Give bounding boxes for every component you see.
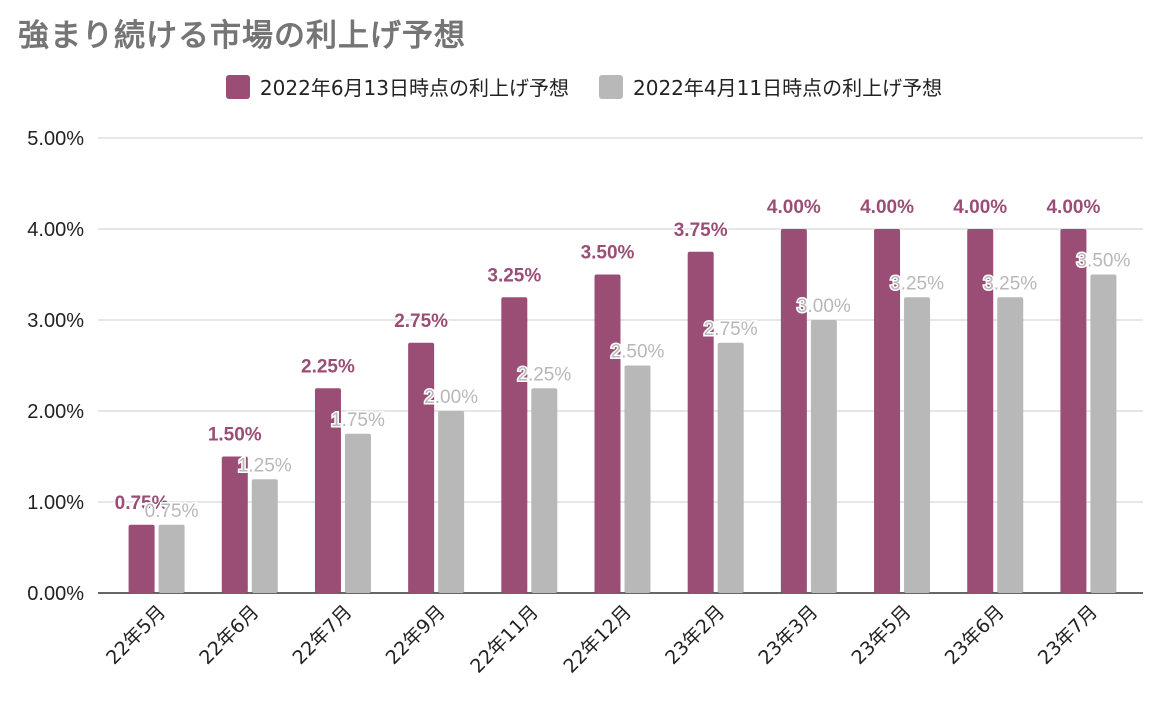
- data-label-series-2: 2.75%: [704, 319, 758, 340]
- legend-swatch-series-1: [225, 74, 250, 99]
- data-label-series-2: 3.25%: [983, 273, 1037, 294]
- y-tick-label: 1.00%: [27, 492, 84, 514]
- data-label-series-1: 4.00%: [767, 197, 821, 218]
- data-label-series-1: 3.50%: [581, 243, 635, 264]
- x-category-label: 23年2月: [661, 601, 729, 669]
- data-label-series-1: 3.25%: [487, 265, 541, 286]
- data-label-series-1: 4.00%: [860, 197, 914, 218]
- y-tick-label: 5.00%: [27, 128, 84, 150]
- bar-series-2: [531, 388, 558, 593]
- x-category-label: 22年11月: [466, 601, 543, 678]
- y-tick-label: 4.00%: [27, 219, 84, 241]
- data-label-series-1: 4.00%: [953, 197, 1007, 218]
- data-label-series-1: 2.25%: [301, 356, 355, 377]
- x-category-label: 23年6月: [941, 601, 1009, 669]
- x-category-label: 22年7月: [288, 601, 356, 669]
- y-tick-label: 0.00%: [27, 583, 84, 605]
- data-label-series-2: 2.25%: [517, 364, 571, 385]
- data-label-series-2: 2.50%: [611, 342, 665, 363]
- bar-series-1: [314, 388, 341, 593]
- legend-item-series-1: 2022年6月13日時点の利上げ予想: [225, 72, 569, 101]
- bar-series-1: [594, 274, 621, 593]
- bar-series-2: [158, 524, 185, 593]
- chart-title: 強まり続ける市場の利上げ予想: [18, 18, 466, 54]
- data-label-series-2: 1.25%: [238, 455, 292, 476]
- data-label-series-1: 4.00%: [1046, 197, 1100, 218]
- legend-item-series-2: 2022年4月11日時点の利上げ予想: [599, 72, 942, 101]
- y-tick-label: 3.00%: [27, 310, 84, 332]
- data-label-series-2: 2.00%: [424, 387, 478, 408]
- x-category-label: 23年5月: [848, 601, 916, 669]
- data-label-series-2: 0.75%: [145, 501, 199, 522]
- data-label-series-1: 3.75%: [674, 220, 728, 241]
- bar-series-1: [967, 229, 994, 593]
- data-label-series-2: 3.50%: [1076, 251, 1130, 272]
- data-label-series-1: 2.75%: [394, 311, 448, 332]
- bar-series-1: [501, 297, 528, 593]
- bar-series-2: [810, 320, 837, 593]
- bar-series-1: [780, 229, 807, 593]
- bar-series-2: [1090, 274, 1117, 593]
- bar-series-2: [997, 297, 1024, 593]
- legend: 2022年6月13日時点の利上げ予想 2022年4月11日時点の利上げ予想: [0, 72, 1168, 101]
- x-category-label: 22年12月: [559, 601, 636, 678]
- bar-series-1: [128, 524, 155, 593]
- x-category-label: 23年7月: [1034, 601, 1102, 669]
- data-label-series-1: 1.50%: [208, 425, 262, 446]
- bar-series-1: [408, 342, 435, 593]
- x-category-label: 22年5月: [102, 601, 170, 669]
- x-category-label: 22年9月: [382, 601, 450, 669]
- bar-series-2: [904, 297, 931, 593]
- bar-series-2: [717, 342, 744, 593]
- bar-series-1: [1060, 229, 1087, 593]
- data-label-series-2: 3.00%: [797, 296, 851, 317]
- bar-series-2: [624, 365, 651, 593]
- bar-series-1: [221, 456, 248, 593]
- x-category-label: 22年6月: [195, 601, 263, 669]
- legend-swatch-series-2: [599, 74, 623, 99]
- bar-series-2: [344, 433, 371, 593]
- data-label-series-2: 1.75%: [331, 410, 385, 431]
- y-tick-label: 2.00%: [27, 401, 84, 423]
- data-label-series-2: 3.25%: [890, 273, 944, 294]
- legend-label-series-1: 2022年6月13日時点の利上げ予想: [259, 76, 569, 100]
- bar-series-1: [874, 229, 901, 593]
- legend-label-series-2: 2022年4月11日時点の利上げ予想: [633, 76, 943, 100]
- bar-series-2: [251, 479, 278, 593]
- x-category-label: 23年3月: [754, 601, 822, 669]
- bar-series-2: [438, 411, 465, 593]
- data-label-series-1: 0.75%: [115, 493, 169, 514]
- bar-series-1: [687, 251, 714, 593]
